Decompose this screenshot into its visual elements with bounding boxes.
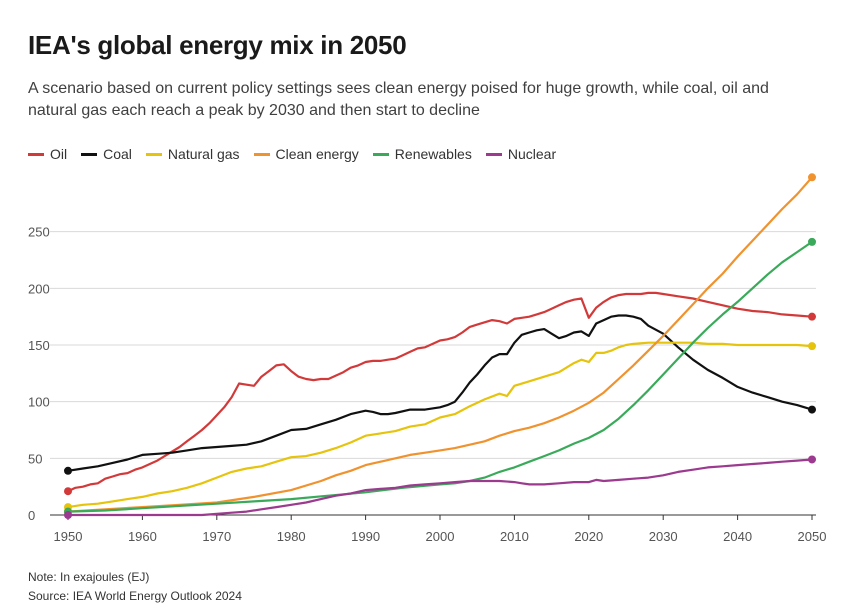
legend-item: Natural gas [145,146,240,162]
legend-label: Renewables [394,146,472,162]
series-end-point [808,342,816,351]
x-tick-label: 1980 [277,529,306,544]
legend-swatch [145,152,162,156]
series-line-coal [67,314,813,472]
series-end-point [808,173,816,182]
y-tick-label: 250 [28,225,50,240]
legend-item: Nuclear [485,146,557,162]
legend-swatch [81,152,98,156]
y-tick-label: 0 [28,508,35,523]
legend-swatch [28,152,44,156]
x-tick-label: 2030 [649,529,678,544]
legend-swatch [253,152,270,156]
line-chart: 0 50 100 150 200 250 1950 1960 1970 1980 1990 2000 2… [28,173,827,544]
x-tick-label: 2000 [426,529,455,544]
legend-label: Coal [103,146,132,162]
chart-subtitle: A scenario based on current policy setti… [28,80,769,119]
legend-label: Nuclear [507,146,557,162]
legend-item: Coal [81,146,132,162]
x-tick-label: 2020 [574,529,603,544]
y-tick-label: 50 [28,451,42,466]
y-tick-label: 200 [28,281,50,296]
legend-label: Oil [50,146,68,162]
y-tick-label: 100 [28,395,50,410]
y-tick-label: 150 [28,338,50,353]
series-end-point [808,312,816,321]
legend-item: Oil [28,146,67,162]
series-line-renewables [67,240,813,513]
chart-legend: Oil Coal Natural gas Clean energy Renewables… [28,146,570,162]
legend-item: Clean energy [253,146,359,162]
series-line-oil [67,291,813,493]
legend-label: Natural gas [167,146,240,162]
x-tick-label: 1960 [128,529,157,544]
series-start-point [64,466,72,475]
legend-label: Clean energy [275,146,359,162]
series-line-natural-gas [67,341,813,509]
chart-note: Note: In exajoules (EJ) [28,570,150,584]
series-end-point [808,237,816,246]
chart-title: IEA's global energy mix in 2050 [28,30,407,60]
legend-swatch [485,152,502,156]
x-tick-label: 2010 [500,529,529,544]
x-tick-label: 2050 [798,529,827,544]
x-tick-label: 1990 [351,529,380,544]
x-tick-label: 1950 [54,529,83,544]
chart-source: Source: IEA World Energy Outlook 2024 [28,589,242,603]
legend-swatch [372,152,389,156]
series-end-point [808,405,816,414]
x-tick-label: 1970 [202,529,231,544]
series-start-point [64,511,72,519]
series-line-clean-energy [67,176,813,513]
x-tick-label: 2040 [723,529,752,544]
series-line-nuclear [68,458,813,517]
legend-item: Renewables [372,146,472,162]
series-end-point [808,455,816,464]
series-start-point [64,487,72,496]
